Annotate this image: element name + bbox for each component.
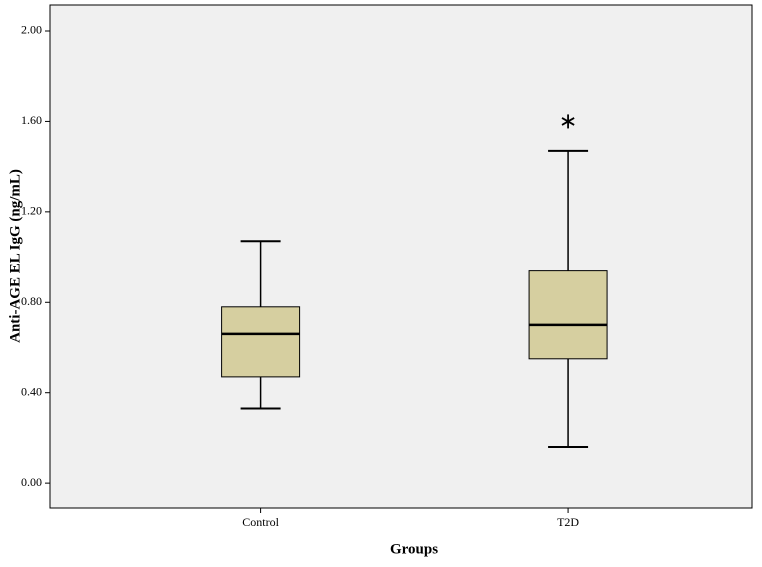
y-tick-label: 0.80 (21, 294, 42, 308)
plot-area (49, 4, 753, 509)
y-tick-label: 0.00 (21, 475, 42, 489)
y-tick-label: 2.00 (21, 23, 42, 37)
y-axis-title: Anti-AGE EL IgG (ng/mL) (7, 169, 23, 343)
outlier (561, 114, 575, 129)
x-tick-label: T2D (557, 515, 579, 529)
box (221, 306, 301, 378)
x-tick-label: Control (242, 515, 279, 529)
y-tick-label: 1.60 (21, 113, 42, 127)
x-axis-title: Groups (390, 541, 438, 557)
outlier-stroke (561, 117, 575, 126)
y-tick-label: 0.40 (21, 384, 42, 398)
y-tick-label: 1.20 (21, 204, 42, 218)
box (528, 270, 608, 360)
